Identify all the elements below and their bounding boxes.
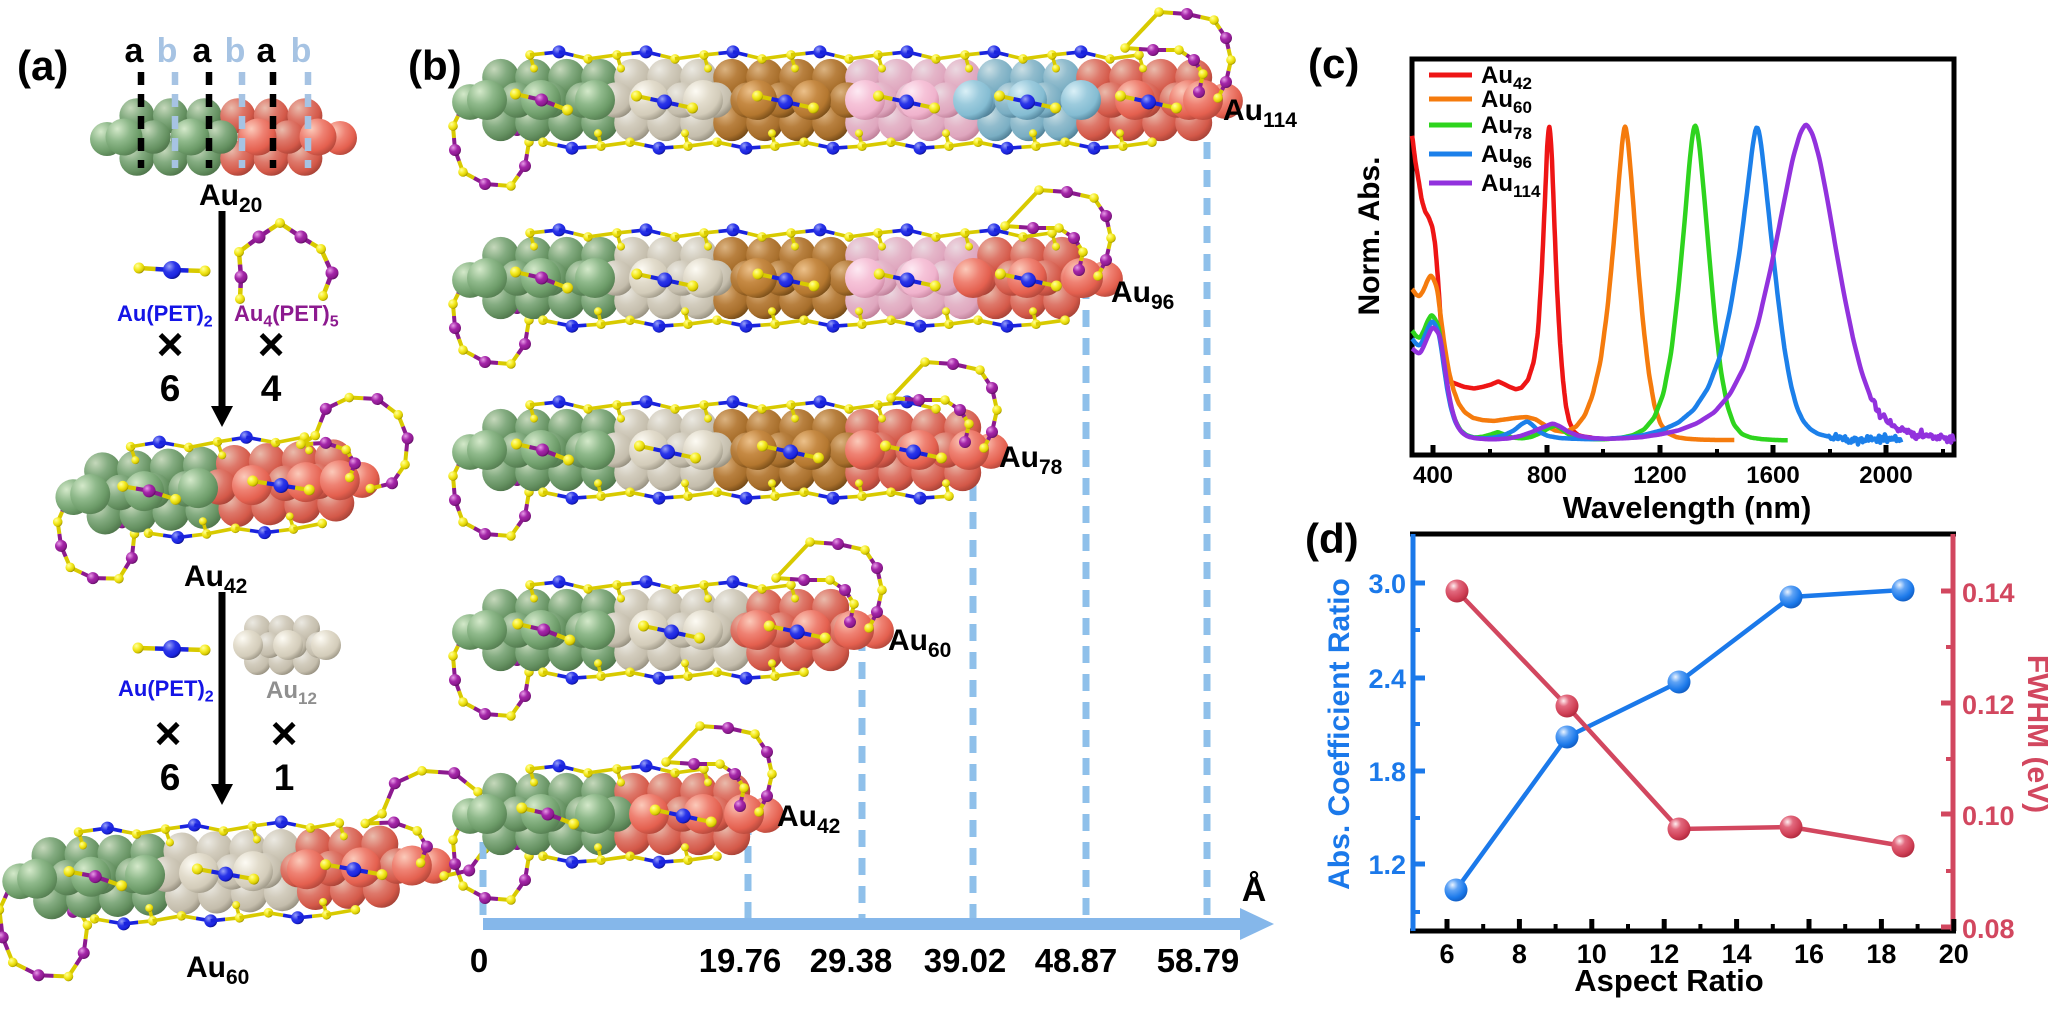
svg-text:20: 20 bbox=[1939, 939, 1969, 969]
svg-text:2000: 2000 bbox=[1859, 462, 1912, 489]
svg-text:6: 6 bbox=[160, 368, 181, 409]
svg-text:Norm. Abs.: Norm. Abs. bbox=[1353, 157, 1386, 316]
svg-text:16: 16 bbox=[1794, 939, 1824, 969]
svg-text:0.12: 0.12 bbox=[1962, 690, 2015, 720]
svg-text:39.02: 39.02 bbox=[924, 942, 1007, 979]
svg-text:58.79: 58.79 bbox=[1157, 942, 1240, 979]
svg-text:Abs. Coefficient Ratio: Abs. Coefficient Ratio bbox=[1323, 578, 1356, 890]
svg-text:(a): (a) bbox=[17, 42, 68, 89]
svg-text:a: a bbox=[193, 32, 213, 70]
svg-text:8: 8 bbox=[1512, 939, 1527, 969]
svg-text:6: 6 bbox=[1439, 939, 1454, 969]
svg-text:FWHM (eV): FWHM (eV) bbox=[2021, 655, 2048, 813]
svg-text:b: b bbox=[157, 32, 178, 70]
svg-text:×: × bbox=[157, 318, 184, 370]
svg-text:×: × bbox=[258, 318, 285, 370]
svg-text:1: 1 bbox=[274, 757, 295, 798]
svg-text:3.0: 3.0 bbox=[1368, 569, 1406, 599]
svg-text:0.14: 0.14 bbox=[1962, 578, 2015, 608]
svg-text:18: 18 bbox=[1866, 939, 1896, 969]
svg-text:1.8: 1.8 bbox=[1368, 757, 1406, 787]
svg-text:Aspect Ratio: Aspect Ratio bbox=[1574, 963, 1763, 998]
svg-text:b: b bbox=[225, 32, 246, 70]
svg-text:0.10: 0.10 bbox=[1962, 801, 2015, 831]
svg-text:Au4(PET)5: Au4(PET)5 bbox=[234, 301, 339, 330]
svg-text:4: 4 bbox=[261, 368, 282, 409]
svg-text:b: b bbox=[291, 32, 312, 70]
svg-text:1600: 1600 bbox=[1746, 462, 1799, 489]
svg-text:a: a bbox=[125, 32, 145, 70]
svg-text:29.38: 29.38 bbox=[810, 942, 893, 979]
svg-text:19.76: 19.76 bbox=[699, 942, 782, 979]
svg-text:1.2: 1.2 bbox=[1368, 850, 1406, 880]
svg-text:0: 0 bbox=[470, 942, 488, 979]
svg-text:×: × bbox=[271, 707, 298, 759]
svg-text:400: 400 bbox=[1413, 462, 1453, 489]
svg-text:a: a bbox=[257, 32, 277, 70]
svg-text:(b): (b) bbox=[408, 42, 462, 89]
svg-text:Å: Å bbox=[1242, 871, 1267, 909]
svg-text:0.08: 0.08 bbox=[1962, 914, 2015, 944]
svg-text:2.4: 2.4 bbox=[1368, 664, 1406, 694]
svg-text:(d): (d) bbox=[1305, 515, 1359, 562]
svg-text:(c): (c) bbox=[1308, 40, 1359, 87]
svg-text:800: 800 bbox=[1527, 462, 1567, 489]
svg-text:48.87: 48.87 bbox=[1035, 942, 1118, 979]
svg-text:1200: 1200 bbox=[1633, 462, 1686, 489]
svg-text:6: 6 bbox=[160, 757, 181, 798]
svg-text:×: × bbox=[155, 707, 182, 759]
svg-text:Au(PET)2: Au(PET)2 bbox=[118, 676, 214, 705]
svg-text:Wavelength (nm): Wavelength (nm) bbox=[1563, 490, 1812, 525]
